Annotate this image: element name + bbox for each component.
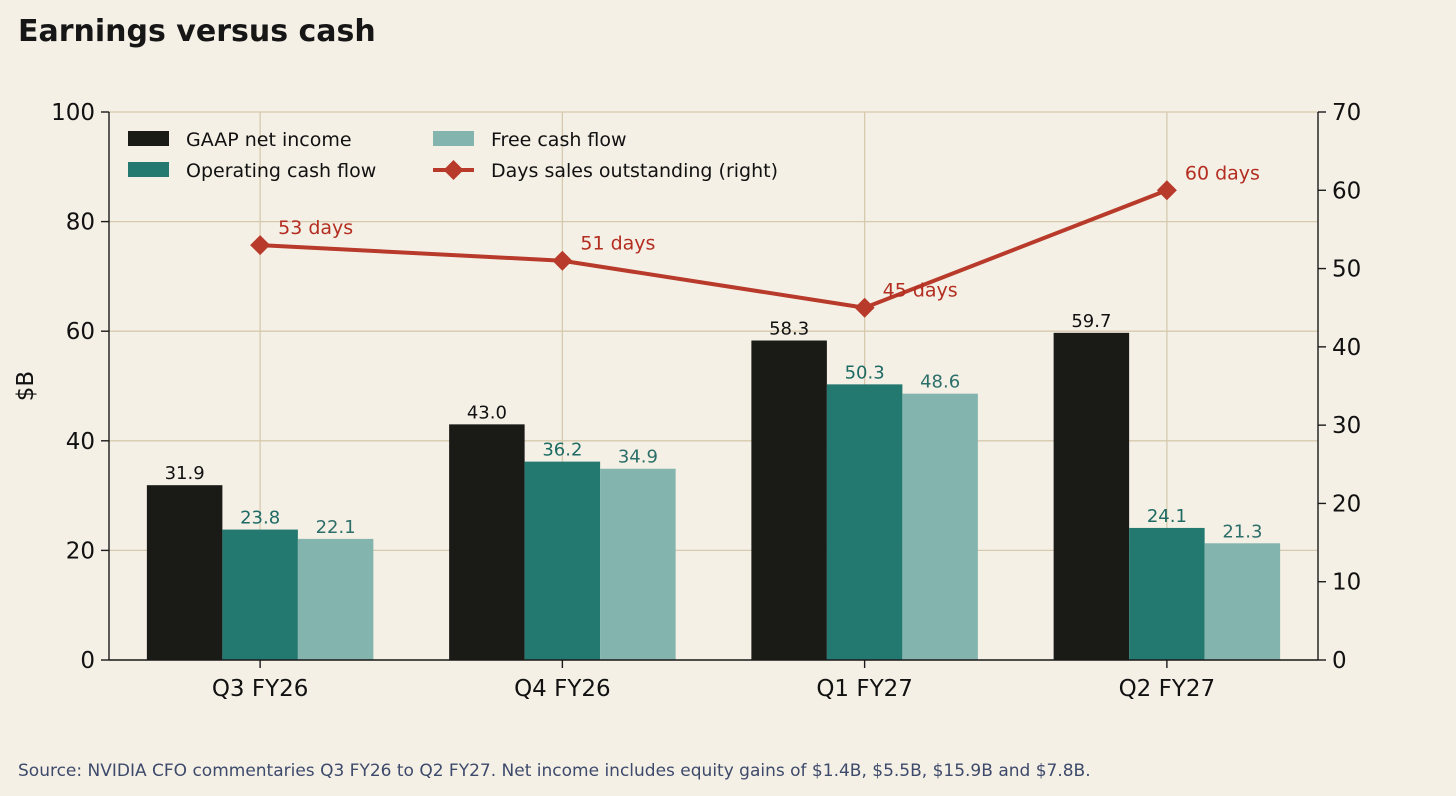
dso-value-label: 60 days bbox=[1185, 162, 1260, 184]
dso-value-label: 53 days bbox=[278, 217, 353, 239]
bar-1-2 bbox=[826, 384, 903, 660]
dso-line-path bbox=[260, 188, 1168, 310]
bar-1-1 bbox=[524, 461, 601, 660]
y2-tick-label: 40 bbox=[1332, 335, 1361, 361]
bar-value-label: 22.1 bbox=[316, 517, 356, 538]
bar-value-label: 48.6 bbox=[920, 372, 960, 393]
y-tick-label: 100 bbox=[51, 100, 95, 126]
data-labels: 31.9 43.0 58.3 59.7 23.8 36.2 50.3 24.1 22.1 34.9… bbox=[165, 162, 1263, 542]
y-tick-label: 60 bbox=[66, 319, 95, 345]
legend: GAAP net income Operating cash flow Free c… bbox=[128, 129, 778, 182]
legend-swatch-1 bbox=[128, 162, 169, 177]
bar-2-1 bbox=[600, 468, 676, 660]
legend-swatch-2 bbox=[433, 131, 474, 146]
bar-value-label: 21.3 bbox=[1222, 521, 1262, 542]
y2-tick-label: 10 bbox=[1332, 570, 1361, 596]
bar-value-label: 24.1 bbox=[1147, 506, 1187, 527]
y2-tick-label: 50 bbox=[1332, 257, 1361, 283]
y2-tick-label: 20 bbox=[1332, 491, 1361, 517]
y-axis-label: $B bbox=[13, 371, 39, 401]
bar-value-label: 50.3 bbox=[845, 362, 885, 383]
y2-tick-label: 0 bbox=[1332, 648, 1347, 674]
dso-value-label: 45 days bbox=[883, 280, 958, 302]
bar-0-2 bbox=[751, 340, 827, 660]
dso-marker-3 bbox=[1156, 180, 1177, 201]
chart-title: Earnings versus cash bbox=[18, 14, 376, 49]
bar-value-label: 59.7 bbox=[1071, 311, 1111, 332]
x-tick-label: Q3 FY26 bbox=[212, 676, 309, 702]
legend-label: Days sales outstanding (right) bbox=[491, 160, 778, 182]
legend-marker-3 bbox=[443, 160, 464, 180]
bars bbox=[146, 332, 1281, 660]
bar-0-3 bbox=[1053, 332, 1130, 660]
dso-line bbox=[250, 180, 1177, 318]
dso-value-label: 51 days bbox=[580, 233, 655, 255]
source-note: Source: NVIDIA CFO commentaries Q3 FY26 … bbox=[18, 761, 1091, 781]
bar-value-label: 36.2 bbox=[542, 440, 582, 461]
legend-swatch-0 bbox=[128, 131, 169, 146]
bar-2-0 bbox=[297, 538, 374, 660]
bar-value-label: 31.9 bbox=[165, 463, 205, 484]
x-tick-label: Q2 FY27 bbox=[1119, 676, 1216, 702]
bar-0-1 bbox=[449, 424, 525, 660]
y-tick-label: 80 bbox=[66, 210, 95, 236]
x-tick-label: Q4 FY26 bbox=[514, 676, 611, 702]
bar-value-label: 58.3 bbox=[769, 319, 809, 340]
bar-1-0 bbox=[222, 529, 298, 660]
legend-label: Free cash flow bbox=[491, 129, 627, 151]
legend-label: Operating cash flow bbox=[186, 160, 376, 182]
bar-2-3 bbox=[1204, 543, 1281, 660]
bar-value-label: 23.8 bbox=[240, 508, 280, 529]
dso-marker-1 bbox=[552, 250, 573, 271]
bar-2-2 bbox=[902, 393, 978, 660]
y2-tick-label: 70 bbox=[1332, 100, 1361, 126]
y-tick-label: 40 bbox=[66, 429, 95, 455]
bar-value-label: 34.9 bbox=[618, 447, 658, 468]
y-tick-label: 0 bbox=[80, 648, 95, 674]
bar-1-3 bbox=[1129, 527, 1205, 660]
y-tick-label: 20 bbox=[66, 538, 95, 564]
y2-tick-label: 60 bbox=[1332, 178, 1361, 204]
axes: 0 20 40 60 80 100 0 10 20 30 40 50 60 70 Q3 FY26 Q4 FY2… bbox=[13, 100, 1361, 702]
y2-tick-label: 30 bbox=[1332, 413, 1361, 439]
bar-0-0 bbox=[146, 485, 223, 660]
bar-value-label: 43.0 bbox=[467, 402, 507, 423]
legend-label: GAAP net income bbox=[186, 129, 352, 151]
x-tick-label: Q1 FY27 bbox=[816, 676, 913, 702]
dso-marker-2 bbox=[854, 297, 875, 318]
dso-marker-0 bbox=[250, 235, 271, 256]
